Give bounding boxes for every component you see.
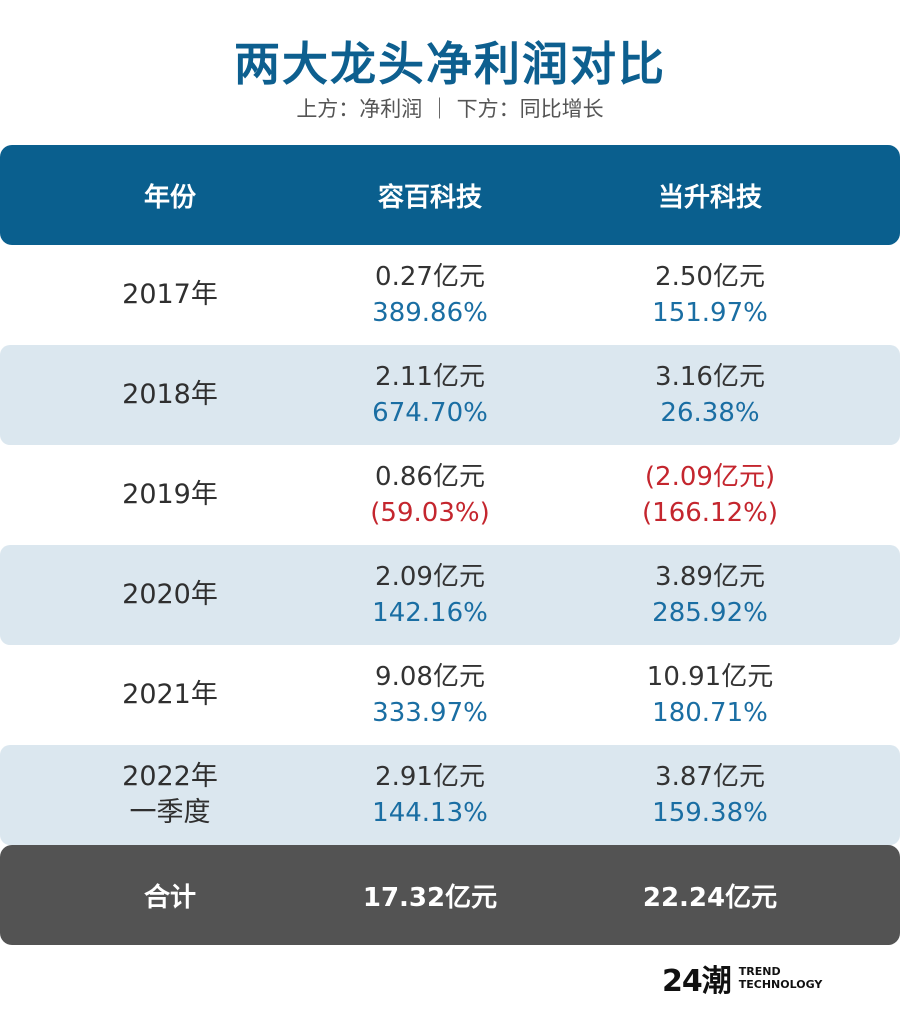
company-b-cell: 2.50亿元 151.97% <box>610 259 810 331</box>
table-row: 2020年 2.09亿元 142.16% 3.89亿元 285.92% <box>0 545 900 645</box>
table-row: 2022年 一季度 2.91亿元 144.13% 3.87亿元 159.38% <box>0 745 900 845</box>
company-b-cell: 3.87亿元 159.38% <box>610 759 810 831</box>
yoy-growth: 333.97% <box>372 698 488 728</box>
page-title: 两大龙头净利润对比 <box>234 37 666 91</box>
year-label: 2019年 <box>122 479 218 510</box>
company-a-cell: 2.09亿元 142.16% <box>330 559 530 631</box>
total-company-b: 22.24亿元 <box>642 882 778 913</box>
year-label: 2017年 <box>122 279 218 310</box>
table-row: 2018年 2.11亿元 674.70% 3.16亿元 26.38% <box>0 345 900 445</box>
net-profit: 0.86亿元 <box>375 462 485 492</box>
company-a-cell: 0.86亿元 (59.03%) <box>330 459 530 531</box>
logo-text: TREND TECHNOLOGY <box>739 965 823 991</box>
header-company-a: 容百科技 <box>377 182 482 213</box>
yoy-growth: 142.16% <box>372 598 488 628</box>
yoy-growth: 389.86% <box>372 298 488 328</box>
year-label: 2022年 <box>122 761 218 792</box>
company-b-cell: (2.09亿元) (166.12%) <box>610 459 810 531</box>
year-cell: 2017年 <box>70 277 270 313</box>
year-cell: 2022年 一季度 <box>70 759 270 831</box>
brand-logo: 24潮 TREND TECHNOLOGY <box>662 958 823 999</box>
yoy-growth: 151.97% <box>652 298 768 328</box>
year-sublabel: 一季度 <box>129 797 211 828</box>
table-row: 2017年 0.27亿元 389.86% 2.50亿元 151.97% <box>0 245 900 345</box>
yoy-growth: 674.70% <box>372 398 488 428</box>
year-cell: 2018年 <box>70 377 270 413</box>
company-b-cell: 10.91亿元 180.71% <box>610 659 810 731</box>
net-profit: 2.91亿元 <box>375 762 485 792</box>
net-profit: 3.87亿元 <box>655 762 765 792</box>
total-label: 合计 <box>143 882 196 913</box>
yoy-growth: 285.92% <box>652 598 768 628</box>
header-year: 年份 <box>143 182 196 213</box>
table-row: 2021年 9.08亿元 333.97% 10.91亿元 180.71% <box>0 645 900 745</box>
year-label: 2020年 <box>122 579 218 610</box>
logo-mark: 24潮 <box>662 964 732 999</box>
company-b-cell: 3.89亿元 285.92% <box>610 559 810 631</box>
year-label: 2018年 <box>122 379 218 410</box>
net-profit-negative: (2.09亿元) <box>644 462 776 492</box>
year-label: 2021年 <box>122 679 218 710</box>
company-b-cell: 3.16亿元 26.38% <box>610 359 810 431</box>
table-row: 2019年 0.86亿元 (59.03%) (2.09亿元) (166.12%) <box>0 445 900 545</box>
page-subtitle: 上方：净利润 ｜ 下方：同比增长 <box>296 97 604 121</box>
net-profit: 3.89亿元 <box>655 562 765 592</box>
logo-line-1: TREND <box>738 965 781 978</box>
total-company-a: 17.32亿元 <box>362 882 498 913</box>
year-cell: 2020年 <box>70 577 270 613</box>
table-header: 年份 容百科技 当升科技 <box>0 145 900 245</box>
total-row: 合计 17.32亿元 22.24亿元 <box>0 845 900 945</box>
yoy-growth: 180.71% <box>652 698 768 728</box>
year-cell: 2021年 <box>70 677 270 713</box>
net-profit: 3.16亿元 <box>655 362 765 392</box>
company-a-cell: 2.91亿元 144.13% <box>330 759 530 831</box>
yoy-growth-negative: (59.03%) <box>370 498 490 528</box>
logo-line-2: TECHNOLOGY <box>738 978 823 991</box>
net-profit: 10.91亿元 <box>646 662 774 692</box>
header-company-b: 当升科技 <box>657 182 762 213</box>
net-profit: 2.50亿元 <box>655 262 765 292</box>
net-profit: 9.08亿元 <box>375 662 485 692</box>
year-cell: 2019年 <box>70 477 270 513</box>
net-profit: 2.11亿元 <box>375 362 485 392</box>
net-profit: 0.27亿元 <box>375 262 485 292</box>
company-a-cell: 2.11亿元 674.70% <box>330 359 530 431</box>
yoy-growth: 26.38% <box>660 398 760 428</box>
company-a-cell: 9.08亿元 333.97% <box>330 659 530 731</box>
net-profit: 2.09亿元 <box>375 562 485 592</box>
yoy-growth: 159.38% <box>652 798 768 828</box>
company-a-cell: 0.27亿元 389.86% <box>330 259 530 331</box>
yoy-growth: 144.13% <box>372 798 488 828</box>
comparison-table: 年份 容百科技 当升科技 2017年 0.27亿元 389.86% 2.50亿元… <box>0 145 900 945</box>
yoy-growth-negative: (166.12%) <box>642 498 778 528</box>
